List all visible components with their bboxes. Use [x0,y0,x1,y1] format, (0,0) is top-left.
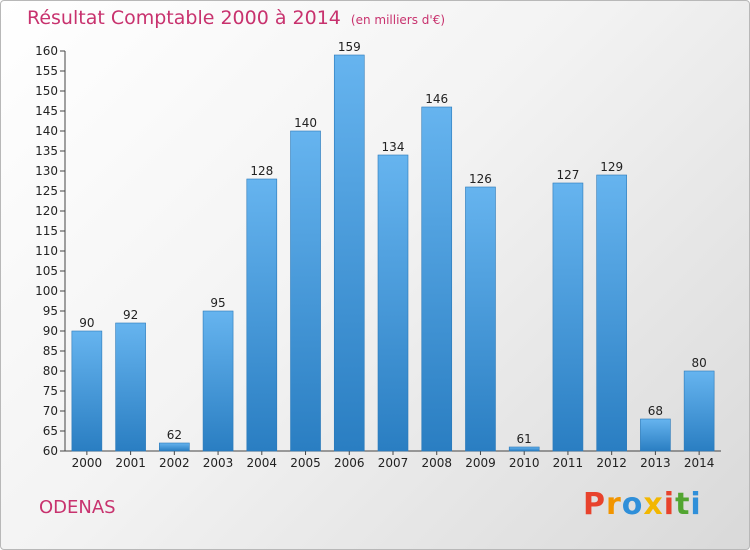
bar-2010 [508,446,540,452]
y-tick-label: 60 [43,444,58,458]
x-tick-label-2009: 2009 [465,456,496,470]
bar-2001 [115,322,146,452]
bar-2005 [290,130,321,452]
x-tick-label-2014: 2014 [684,456,715,470]
bar-2006 [333,54,365,452]
y-tick-label: 100 [35,284,58,298]
logo-letter: P [583,487,606,522]
value-label-2005: 140 [294,116,317,130]
bars-group: 90 92 62 95 128 140 159 134 146 126 61 127 129 68 80 [71,40,715,452]
bar-2014 [683,370,715,452]
x-tick-label-2001: 2001 [115,456,146,470]
logo-letter: t [675,487,691,522]
x-tick-label-2012: 2012 [596,456,627,470]
logo-letter: o [621,487,644,522]
value-label-2000: 90 [79,316,94,330]
x-tick-label-2007: 2007 [378,456,409,470]
location-label: ODENAS [39,497,116,518]
bar-2012 [596,174,627,452]
x-tick-label-2011: 2011 [553,456,584,470]
x-tick-label-2010: 2010 [509,456,540,470]
bar-2000 [71,330,103,452]
y-tick-label: 75 [43,384,58,398]
y-tick-label: 80 [43,364,58,378]
x-tick-label-2013: 2013 [640,456,671,470]
y-tick-label: 105 [35,264,58,278]
y-tick-label: 140 [35,124,58,138]
y-tick-label: 70 [43,404,58,418]
value-label-2014: 80 [691,356,706,370]
bar-2002 [159,442,190,452]
value-label-2010: 61 [517,432,532,446]
y-tick-label: 120 [35,204,58,218]
value-label-2001: 92 [123,308,138,322]
x-axis: 2000 2001 2002 2003 2004 2005 2006 2007 2008 2009… [65,450,721,470]
y-tick-label: 155 [35,64,58,78]
value-label-2012: 129 [600,160,623,174]
bar-2007 [377,154,409,452]
bar-2003 [202,310,234,452]
y-tick-label: 160 [35,44,58,58]
value-label-2002: 62 [167,428,182,442]
chart-title-text: Résultat Comptable 2000 à 2014 [27,7,341,29]
y-tick-label: 150 [35,84,58,98]
logo-letter: i [690,487,702,522]
y-tick-label: 130 [35,164,58,178]
x-tick-label-2008: 2008 [421,456,452,470]
logo-letter: r [606,487,622,522]
bar-2011 [552,182,584,452]
value-label-2008: 146 [425,92,448,106]
y-tick-label: 95 [43,304,58,318]
bar-2008 [421,106,453,452]
y-tick-label: 110 [35,244,58,258]
y-tick-label: 145 [35,104,58,118]
y-tick-label: 85 [43,344,58,358]
value-label-2006: 159 [338,40,361,54]
y-tick-label: 125 [35,184,58,198]
value-label-2007: 134 [382,140,405,154]
proxiti-logo[interactable]: Proxiti [583,487,702,522]
value-label-2013: 68 [648,404,663,418]
logo-letter: i [663,487,676,522]
y-tick-label: 115 [35,224,58,238]
y-axis: 60 65 70 75 80 85 90 95 100 105 110 115 120 125 130 135… [35,44,66,458]
x-tick-label-2000: 2000 [72,456,103,470]
x-tick-label-2002: 2002 [159,456,190,470]
x-tick-label-2005: 2005 [290,456,321,470]
y-tick-label: 135 [35,144,58,158]
value-label-2009: 126 [469,172,492,186]
value-label-2003: 95 [210,296,225,310]
x-tick-label-2004: 2004 [247,456,278,470]
bar-2013 [640,418,671,452]
chart-title: Résultat Comptable 2000 à 2014 (en millie… [27,7,445,29]
value-label-2011: 127 [556,168,579,182]
value-label-2004: 128 [250,164,273,178]
logo-letter: x [643,487,664,522]
chart-subtitle: (en milliers d'€) [350,13,446,27]
x-tick-label-2006: 2006 [334,456,365,470]
y-tick-label: 65 [43,424,58,438]
y-tick-label: 90 [43,324,58,338]
x-tick-label-2003: 2003 [203,456,234,470]
bar-2009 [465,186,496,452]
bar-2004 [246,178,278,452]
